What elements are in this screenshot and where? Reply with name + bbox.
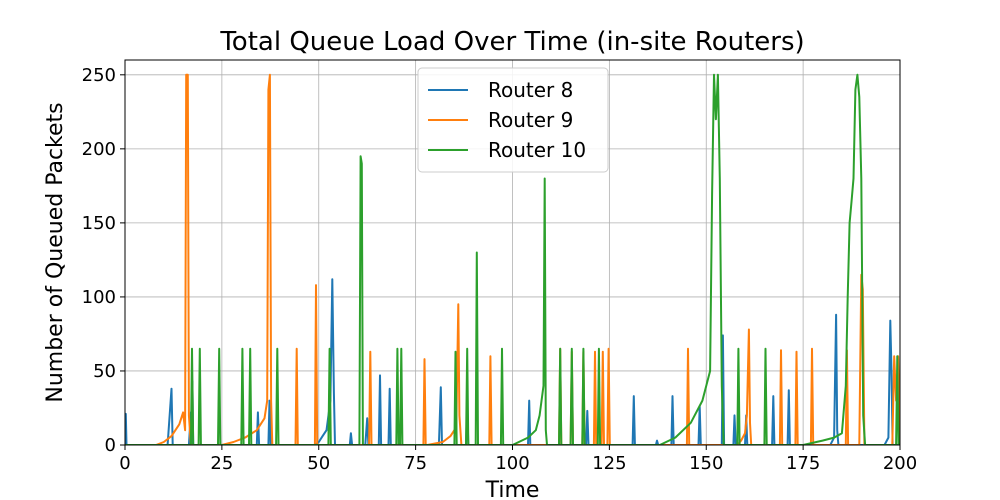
series-line-router-10 xyxy=(125,73,900,445)
x-tick-label: 75 xyxy=(404,453,427,474)
series-line-router-9 xyxy=(125,73,900,445)
chart-title: Total Queue Load Over Time (in-site Rout… xyxy=(219,27,804,57)
y-tick-label: 250 xyxy=(82,65,116,86)
x-tick-label: 125 xyxy=(592,453,626,474)
series-layer xyxy=(125,73,900,445)
legend: Router 8 Router 9 Router 10 xyxy=(417,67,609,173)
series-line-router-8 xyxy=(125,278,900,445)
y-tick-label: 0 xyxy=(105,435,116,456)
x-tick-label: 0 xyxy=(119,453,130,474)
y-tick-label: 200 xyxy=(82,139,116,160)
legend-label: Router 9 xyxy=(488,108,573,132)
x-axis-ticks: 0 25 50 75 100 125 150 175 200 xyxy=(119,445,917,474)
x-tick-label: 175 xyxy=(786,453,820,474)
legend-label: Router 10 xyxy=(488,138,586,162)
x-axis-label: Time xyxy=(485,478,540,500)
legend-box xyxy=(417,67,609,173)
y-axis-ticks: 0 50 100 150 200 250 xyxy=(82,65,125,456)
y-axis-label: Number of Queued Packets xyxy=(43,102,68,402)
legend-label: Router 8 xyxy=(488,78,573,102)
y-tick-label: 50 xyxy=(93,361,116,382)
x-tick-label: 200 xyxy=(883,453,917,474)
x-tick-label: 150 xyxy=(689,453,723,474)
x-tick-label: 100 xyxy=(495,453,529,474)
y-tick-label: 100 xyxy=(82,287,116,308)
x-tick-label: 25 xyxy=(210,453,233,474)
y-tick-label: 150 xyxy=(82,213,116,234)
x-tick-label: 50 xyxy=(307,453,330,474)
